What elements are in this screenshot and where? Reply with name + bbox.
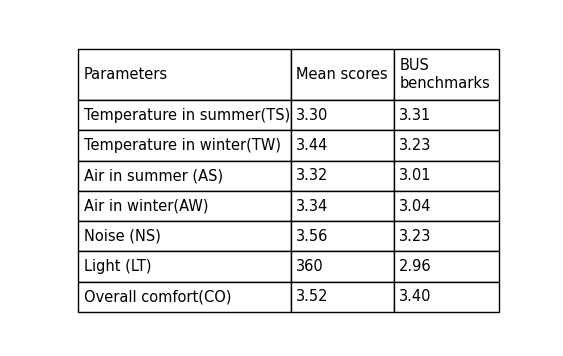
- Text: 3.32: 3.32: [296, 168, 329, 183]
- Bar: [78, 49, 291, 100]
- Bar: [291, 49, 394, 100]
- Text: Overall comfort(CO): Overall comfort(CO): [84, 289, 231, 304]
- Bar: [394, 251, 499, 282]
- Bar: [394, 282, 499, 312]
- Bar: [291, 191, 394, 221]
- Text: Noise (NS): Noise (NS): [84, 229, 161, 244]
- Text: 3.01: 3.01: [399, 168, 432, 183]
- Bar: [394, 49, 499, 100]
- Bar: [78, 161, 291, 191]
- Bar: [78, 191, 291, 221]
- Text: 360: 360: [296, 259, 324, 274]
- Text: 3.23: 3.23: [399, 229, 432, 244]
- Text: 3.30: 3.30: [296, 108, 329, 123]
- Text: Air in summer (AS): Air in summer (AS): [84, 168, 223, 183]
- Bar: [394, 161, 499, 191]
- Bar: [78, 131, 291, 161]
- Text: Temperature in summer(TS): Temperature in summer(TS): [84, 108, 290, 123]
- Bar: [78, 282, 291, 312]
- Text: Temperature in winter(TW): Temperature in winter(TW): [84, 138, 281, 153]
- Text: 3.34: 3.34: [296, 199, 329, 214]
- Text: Air in winter(AW): Air in winter(AW): [84, 199, 208, 214]
- Bar: [78, 221, 291, 251]
- Text: 2.96: 2.96: [399, 259, 432, 274]
- Text: 3.56: 3.56: [296, 229, 329, 244]
- Bar: [291, 221, 394, 251]
- Bar: [291, 161, 394, 191]
- Bar: [394, 100, 499, 131]
- Text: 3.52: 3.52: [296, 289, 329, 304]
- Bar: [394, 131, 499, 161]
- Bar: [291, 100, 394, 131]
- Bar: [394, 221, 499, 251]
- Text: Mean scores: Mean scores: [296, 67, 388, 82]
- Text: BUS
benchmarks: BUS benchmarks: [399, 58, 490, 91]
- Text: Parameters: Parameters: [84, 67, 168, 82]
- Text: Light (LT): Light (LT): [84, 259, 151, 274]
- Bar: [78, 251, 291, 282]
- Bar: [291, 282, 394, 312]
- Text: 3.23: 3.23: [399, 138, 432, 153]
- Bar: [394, 191, 499, 221]
- Bar: [291, 251, 394, 282]
- Text: 3.40: 3.40: [399, 289, 432, 304]
- Bar: [78, 100, 291, 131]
- Text: 3.04: 3.04: [399, 199, 432, 214]
- Bar: [291, 131, 394, 161]
- Text: 3.31: 3.31: [399, 108, 432, 123]
- Text: 3.44: 3.44: [296, 138, 329, 153]
